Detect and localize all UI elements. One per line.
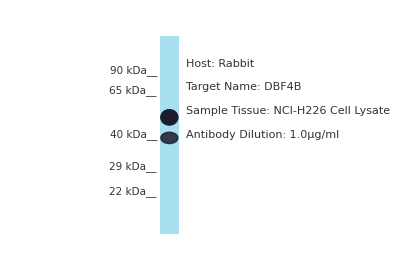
Text: Sample Tissue: NCI-H226 Cell Lysate: Sample Tissue: NCI-H226 Cell Lysate xyxy=(186,106,390,116)
Ellipse shape xyxy=(161,110,178,125)
Text: Host: Rabbit: Host: Rabbit xyxy=(186,59,255,69)
Text: 90 kDa__: 90 kDa__ xyxy=(110,65,157,76)
Text: 40 kDa__: 40 kDa__ xyxy=(110,129,157,140)
Text: 22 kDa__: 22 kDa__ xyxy=(110,186,157,197)
Text: 65 kDa__: 65 kDa__ xyxy=(110,85,157,96)
Text: 29 kDa__: 29 kDa__ xyxy=(110,161,157,172)
Ellipse shape xyxy=(161,132,178,144)
Text: Antibody Dilution: 1.0μg/ml: Antibody Dilution: 1.0μg/ml xyxy=(186,130,340,140)
Bar xyxy=(160,36,179,234)
Text: Target Name: DBF4B: Target Name: DBF4B xyxy=(186,83,302,92)
